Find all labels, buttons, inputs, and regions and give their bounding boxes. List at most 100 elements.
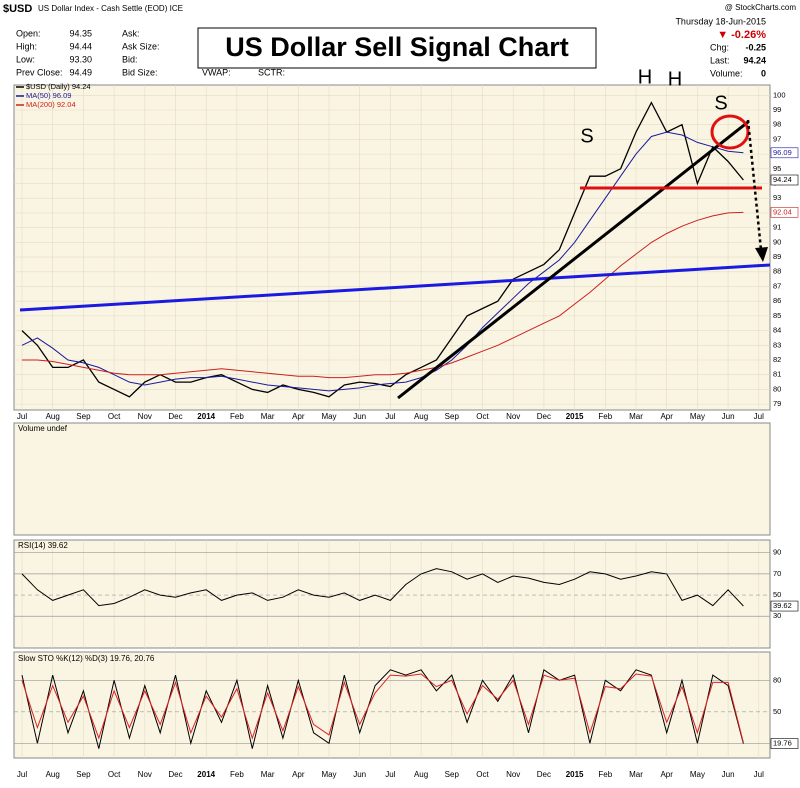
x-tick-label: 2014 <box>197 412 215 421</box>
x-tick-label: Aug <box>414 412 428 421</box>
x-tick-label: Jul <box>754 412 764 421</box>
legend-entry: MA(50) 96.09 <box>26 91 71 100</box>
panel-title: RSI(14) 39.62 <box>18 541 68 550</box>
x-tick-label: Oct <box>476 412 489 421</box>
series-line <box>21 131 744 392</box>
y-tick-label: 80 <box>773 384 781 393</box>
panel <box>13 651 771 759</box>
x-tick-label: Jul <box>385 412 395 421</box>
x-tick-label: Apr <box>660 412 673 421</box>
stat-label: Prev Close: <box>16 67 63 77</box>
x-tick-label: May <box>690 412 705 421</box>
x-tick-label: 2015 <box>566 770 584 779</box>
y-tick-label: 97 <box>773 134 781 143</box>
trendline-blue <box>19 263 771 312</box>
stat-label: Low: <box>16 54 35 64</box>
x-tick-label: Oct <box>108 412 121 421</box>
y-tick-label: 90 <box>773 548 781 557</box>
stat-label: Bid Size: <box>122 67 158 77</box>
x-tick-label: Nov <box>138 770 152 779</box>
stat-value: 94.35 <box>69 28 92 38</box>
stat-label: Chg: <box>710 42 729 52</box>
x-tick-label: Dec <box>168 412 182 421</box>
stat-label: Open: <box>16 28 41 38</box>
panel <box>13 84 771 411</box>
y-tick-label: 88 <box>773 267 781 276</box>
stat-label: Bid: <box>122 54 138 64</box>
x-tick-label: Mar <box>629 770 643 779</box>
x-tick-label: Apr <box>292 412 305 421</box>
x-tick-label: Aug <box>46 770 60 779</box>
x-tick-label: Jul <box>17 770 27 779</box>
x-tick-label: Dec <box>537 770 551 779</box>
end-label-box <box>770 147 799 159</box>
end-label: 19.76 <box>773 739 792 748</box>
end-label: 96.09 <box>773 148 792 157</box>
signal-circle <box>710 114 750 150</box>
x-tick-label: Mar <box>261 412 275 421</box>
x-tick-label: Sep <box>445 412 460 421</box>
y-tick-label: 99 <box>773 105 781 114</box>
y-tick-label: 30 <box>773 611 781 620</box>
source: @ StockCharts.com <box>725 3 797 12</box>
y-tick-label: 95 <box>773 164 781 173</box>
x-tick-label: Aug <box>46 412 60 421</box>
y-tick-label: 80 <box>773 675 781 684</box>
end-label-box <box>770 600 799 612</box>
stat-label: VWAP: <box>202 67 231 77</box>
series-line <box>22 211 744 379</box>
end-label: 92.04 <box>773 207 792 216</box>
y-tick-label: 85 <box>773 311 781 320</box>
x-tick-label: May <box>321 770 336 779</box>
description: US Dollar Index - Cash Settle (EOD) ICE <box>38 4 183 13</box>
x-tick-label: Feb <box>598 412 612 421</box>
series-line <box>21 668 744 749</box>
arrow-head <box>755 247 768 262</box>
y-tick-label: 84 <box>773 326 781 335</box>
end-label-box <box>770 738 799 749</box>
y-tick-label: 87 <box>773 281 781 290</box>
y-tick-label: 81 <box>773 370 781 379</box>
end-label: 39.62 <box>773 601 792 610</box>
y-tick-label: 98 <box>773 120 781 129</box>
x-tick-label: Jul <box>17 412 27 421</box>
panel-title: Volume undef <box>18 424 68 433</box>
stat-label: High: <box>16 41 37 51</box>
series-line <box>21 673 744 743</box>
x-tick-label: Dec <box>168 770 182 779</box>
series-line <box>21 568 744 607</box>
stat-label: Ask Size: <box>122 41 160 51</box>
x-tick-label: Apr <box>292 770 305 779</box>
date: Thursday 18-Jun-2015 <box>675 16 766 26</box>
x-tick-label: May <box>690 770 705 779</box>
title-box <box>197 27 597 69</box>
x-tick-label: 2015 <box>566 412 584 421</box>
panel <box>13 539 771 649</box>
x-tick-label: Sep <box>76 770 91 779</box>
stat-value: 93.30 <box>69 54 92 64</box>
y-tick-label: 89 <box>773 252 781 261</box>
stat-value: 94.49 <box>69 67 92 77</box>
x-tick-label: Sep <box>76 412 91 421</box>
x-tick-label: Mar <box>261 770 275 779</box>
y-tick-label: 90 <box>773 237 781 246</box>
stat-value: 0 <box>761 68 766 78</box>
y-tick-label: 91 <box>773 223 781 232</box>
symbol: $USD <box>3 3 32 15</box>
annotation: S <box>580 125 593 147</box>
end-label-box <box>770 207 799 218</box>
x-tick-label: Mar <box>629 412 643 421</box>
x-tick-label: Jul <box>754 770 764 779</box>
end-label: 94.24 <box>773 175 792 184</box>
x-tick-label: Jun <box>353 412 366 421</box>
x-tick-label: Oct <box>476 770 489 779</box>
x-tick-label: Nov <box>138 412 152 421</box>
x-tick-label: Nov <box>506 412 520 421</box>
legend-entry: $USD (Daily) 94.24 <box>26 82 91 91</box>
end-label-box <box>770 174 799 186</box>
stat-label: SCTR: <box>258 67 285 77</box>
stat-label: Volume: <box>710 68 743 78</box>
change-pct: ▼ -0.26% <box>717 29 766 41</box>
y-tick-label: 50 <box>773 590 781 599</box>
